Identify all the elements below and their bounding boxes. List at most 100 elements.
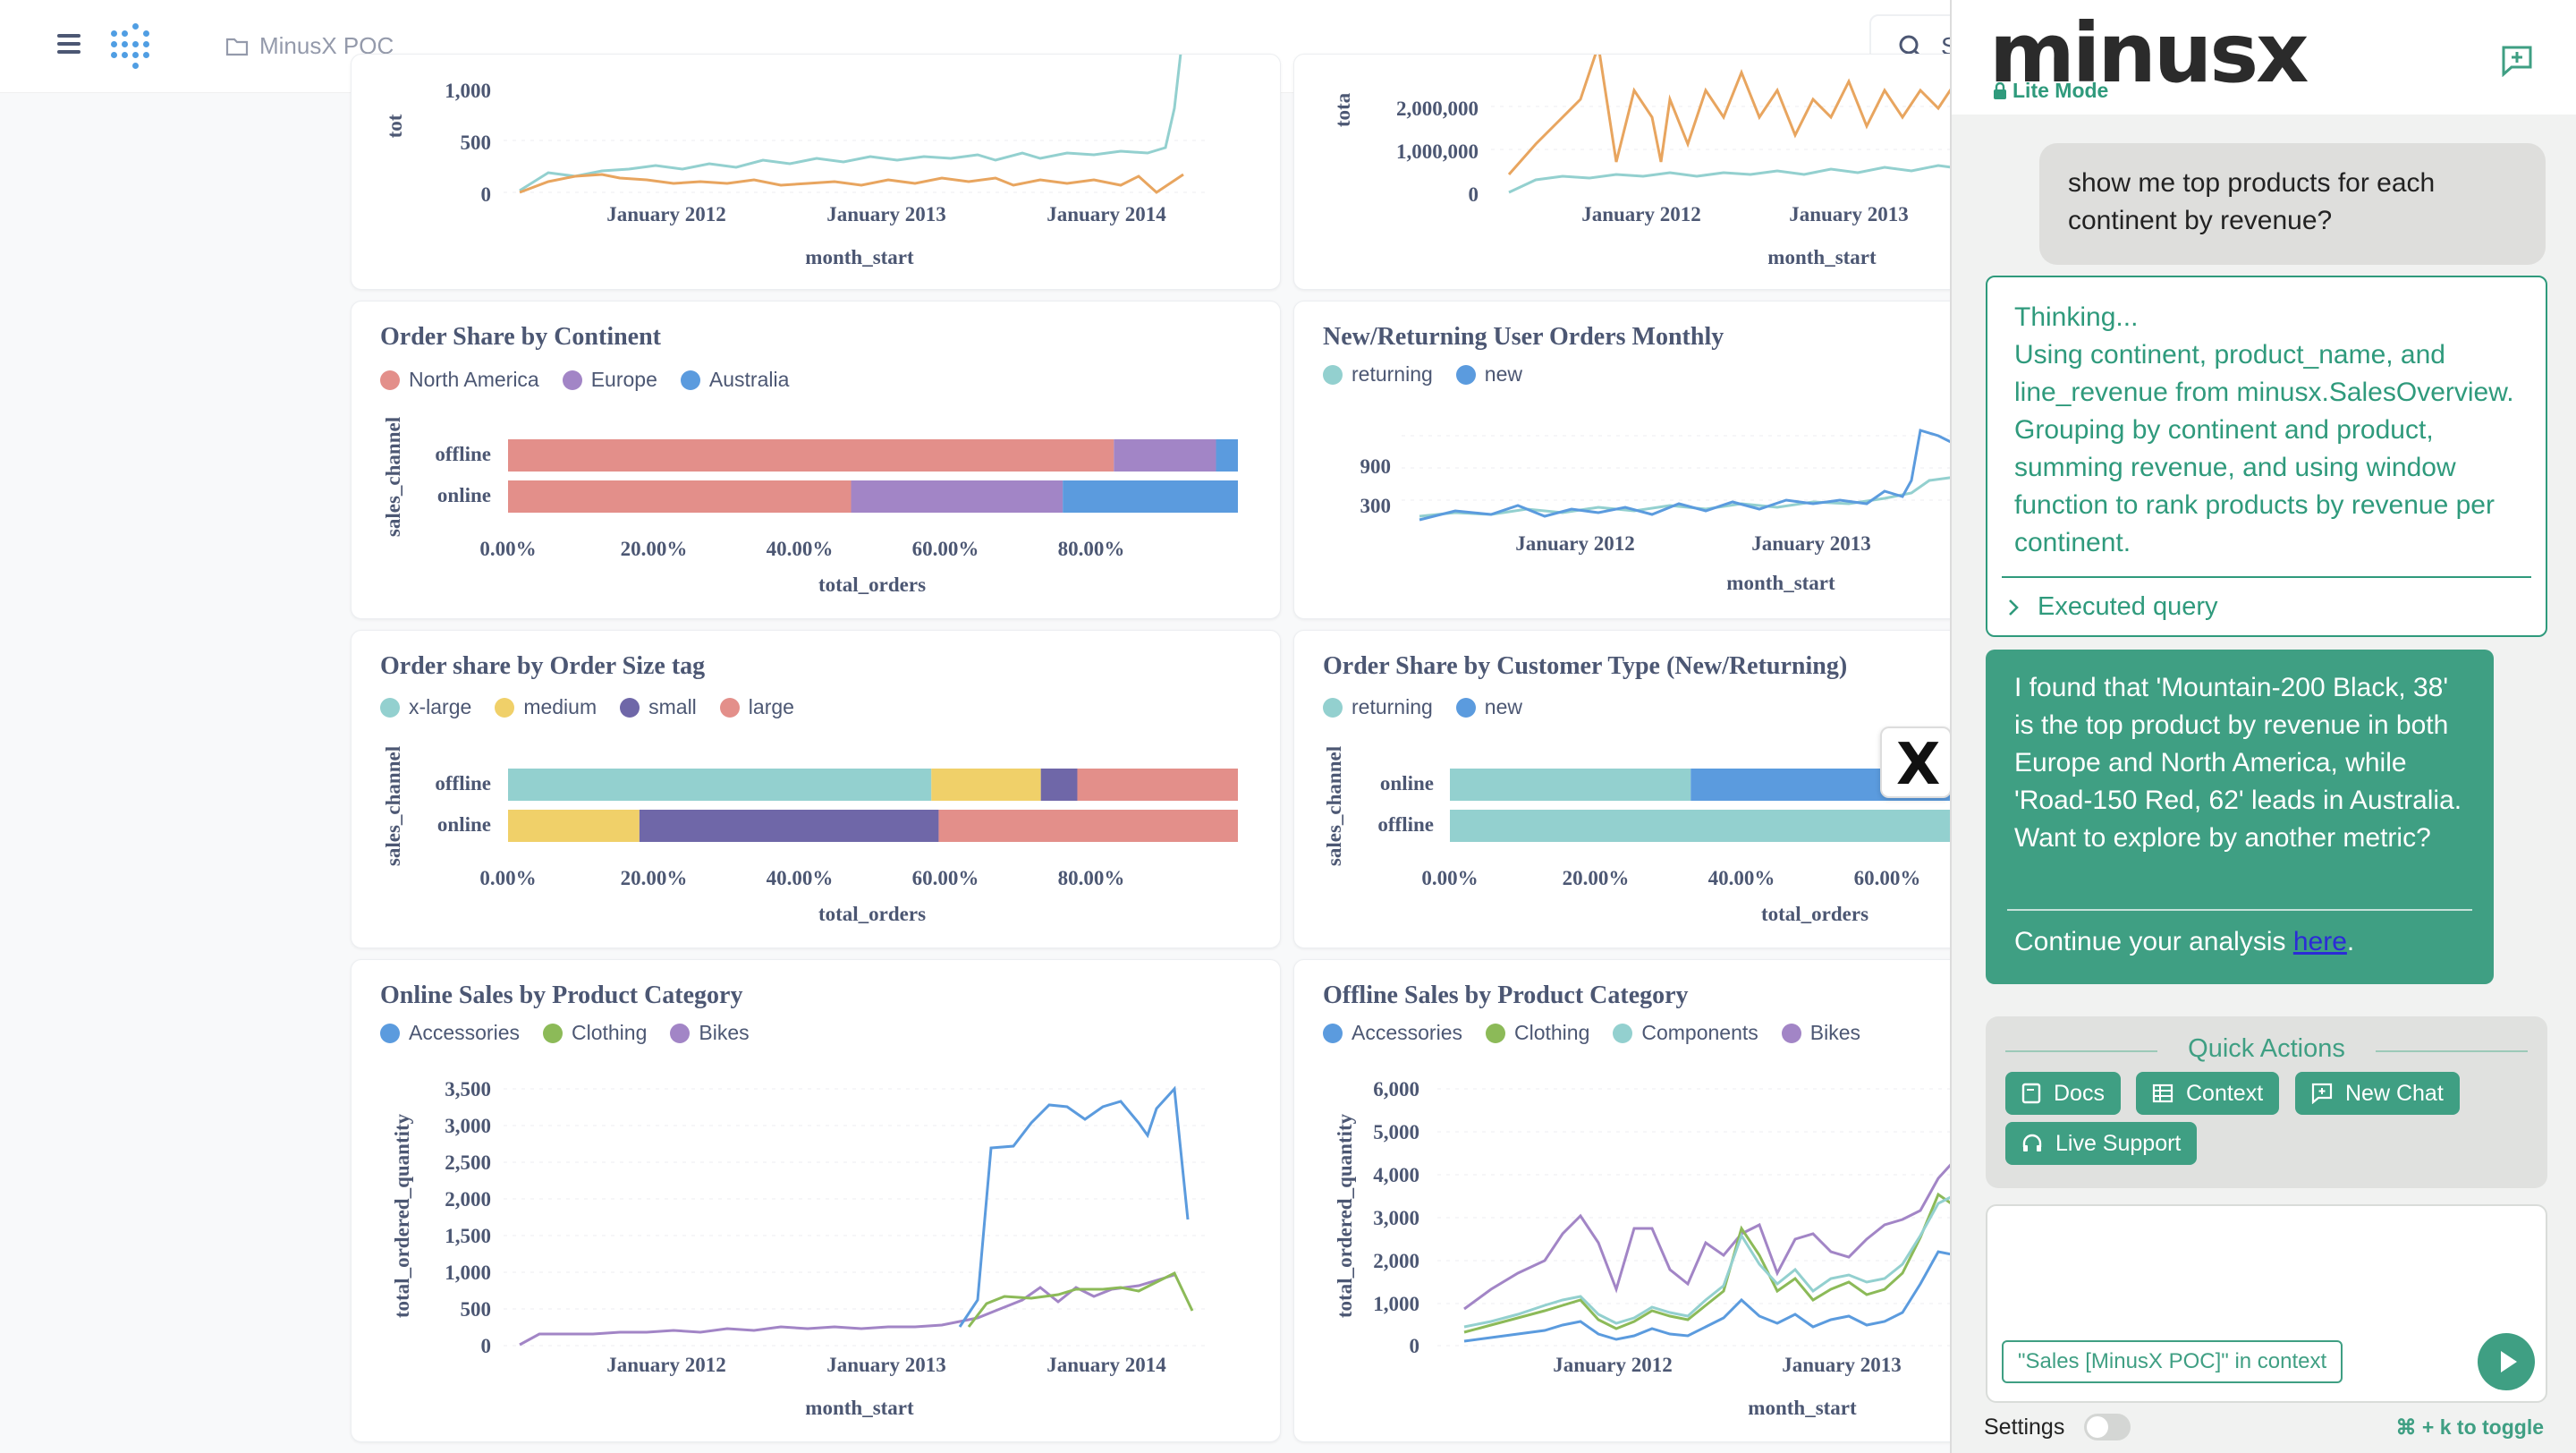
chart-title[interactable]: Order Share by Continent [380,323,661,351]
live-support-label: Live Support [2055,1130,2182,1156]
legend-item[interactable]: new [1455,362,1522,387]
chart-card-online-sales-category[interactable]: Online Sales by Product Category Accesso… [351,959,1281,1442]
legend-item[interactable]: Accessories [1323,1021,1462,1045]
legend-dot [542,1023,563,1043]
series-line-orange [1507,55,1958,175]
legend-dot [1323,697,1343,718]
bar-segment[interactable] [1216,439,1238,472]
legend-item[interactable]: Clothing [542,1021,647,1045]
chart-title[interactable]: Offline Sales by Product Category [1323,981,1689,1009]
legend-item[interactable]: new [1455,695,1522,719]
bar-segment[interactable] [508,480,852,513]
divider [2007,909,2472,911]
menu-icon[interactable] [57,34,80,55]
legend-item[interactable]: North America [380,368,539,392]
y-tick: 500 [461,132,492,154]
y-tick: 0 [481,1335,492,1357]
bar-segment[interactable] [639,810,939,842]
new-chat-button[interactable]: New Chat [2295,1072,2460,1115]
settings-toggle[interactable] [2084,1414,2131,1440]
bar-segment[interactable] [1040,769,1078,801]
legend-item[interactable]: returning [1323,362,1433,387]
context-chip[interactable]: "Sales [MinusX POC]" in context [2002,1340,2343,1383]
headset-icon [2022,1134,2042,1151]
legend-item[interactable]: large [719,695,794,719]
y-tick: 1,000,000 [1396,140,1479,163]
series-line-orange [519,173,1184,194]
legend-item[interactable]: Bikes [1781,1021,1860,1045]
x-tick: January 2013 [1789,203,1909,225]
chart-title[interactable]: Order share by Order Size tag [380,652,706,680]
continue-suffix: . [2346,927,2355,956]
x-axis-title: month_start [805,1397,914,1419]
x-tick: January 2013 [1782,1354,1902,1376]
bar-segment[interactable] [1077,769,1238,801]
live-support-button[interactable]: Live Support [2005,1122,2198,1165]
bar-segment[interactable] [1450,810,1973,842]
bar-segment[interactable] [1063,480,1238,513]
chart-card-total-orders[interactable]: tot 1,000 500 0 January 2012 January 201… [351,54,1281,290]
legend-item[interactable]: Australia [680,368,789,392]
legend-dot [1613,1023,1633,1043]
folder-icon [225,38,249,55]
docs-button[interactable]: Docs [2005,1072,2121,1115]
metabase-logo-icon[interactable] [111,23,159,69]
x-tick: 40.00% [767,867,834,889]
bar-segment[interactable] [508,769,932,801]
chart-card-offline-sales-category[interactable]: Offline Sales by Product Category Access… [1293,959,1973,1442]
continue-link[interactable]: here [2292,927,2347,956]
chart-card-order-share-customer[interactable]: Order Share by Customer Type (New/Return… [1293,630,1973,948]
bar-segment[interactable] [1114,439,1216,472]
chart-card-total-revenue[interactable]: tota 2,000,000 1,000,000 0 January 2012 … [1293,54,1973,290]
series-line-blue [1419,429,1957,522]
executed-query-toggle[interactable]: Executed query [2007,592,2218,622]
legend-dot [380,697,400,718]
thinking-block: Thinking... Using continent, product_nam… [1986,276,2547,637]
continue-analysis: Continue your analysis here. [2014,923,2354,961]
x-tick: 60.00% [912,867,979,889]
legend-item[interactable]: x-large [380,695,471,719]
bar-segment[interactable] [508,810,640,842]
legend-item[interactable]: Bikes [670,1021,750,1045]
legend-item[interactable]: Clothing [1485,1021,1589,1045]
send-button[interactable] [2478,1333,2535,1390]
y-tick: 1,000 [445,80,491,102]
legend-item[interactable]: Accessories [380,1021,520,1045]
row-label: offline [1377,813,1434,836]
row-label: online [437,813,491,836]
bar-segment[interactable] [851,480,1063,513]
x-tick: January 2012 [1553,1354,1673,1376]
chart-card-order-share-size[interactable]: Order share by Order Size tag x-large me… [351,630,1281,948]
chart-title[interactable]: Order Share by Customer Type (New/Return… [1323,652,1848,680]
panel-header: minusx Lite Mode [1952,0,2576,115]
x-axis-title: total_orders [818,903,926,925]
docs-label: Docs [2054,1080,2105,1106]
legend-label: North America [409,368,539,391]
chart-card-order-share-continent[interactable]: Order Share by Continent North America E… [351,301,1281,619]
bar-segment[interactable] [931,769,1041,801]
legend-item[interactable]: returning [1323,695,1433,719]
y-tick: 900 [1360,455,1392,478]
context-button[interactable]: Context [2136,1072,2280,1115]
legend-item[interactable]: Components [1613,1021,1758,1045]
chart-title[interactable]: New/Returning User Orders Monthly [1323,323,1724,351]
y-tick: 3,000 [445,1115,491,1137]
minusx-logo: minusx [1989,5,2309,101]
toggle-hint: ⌘ + k to toggle [2395,1415,2544,1439]
chart-title[interactable]: Online Sales by Product Category [380,981,743,1009]
legend-item[interactable]: small [620,695,697,719]
x-tick: 40.00% [767,538,834,560]
y-axis-title: total_ordered_quantity [1334,1113,1356,1318]
divider [2376,1050,2528,1052]
minusx-toggle-button[interactable]: X [1880,726,1952,798]
chat-input[interactable]: "Sales [MinusX POC]" in context [1986,1204,2547,1403]
bar-segment[interactable] [508,439,1114,472]
chart-card-new-returning-monthly[interactable]: New/Returning User Orders Monthly return… [1293,301,1973,619]
bar-segment[interactable] [1450,769,1691,801]
series-line-teal [1419,475,1957,518]
x-tick: 0.00% [479,538,536,560]
legend-item[interactable]: medium [495,695,597,719]
bar-segment[interactable] [938,810,1238,842]
legend-item[interactable]: Europe [562,368,657,392]
new-chat-icon[interactable] [2501,45,2533,77]
